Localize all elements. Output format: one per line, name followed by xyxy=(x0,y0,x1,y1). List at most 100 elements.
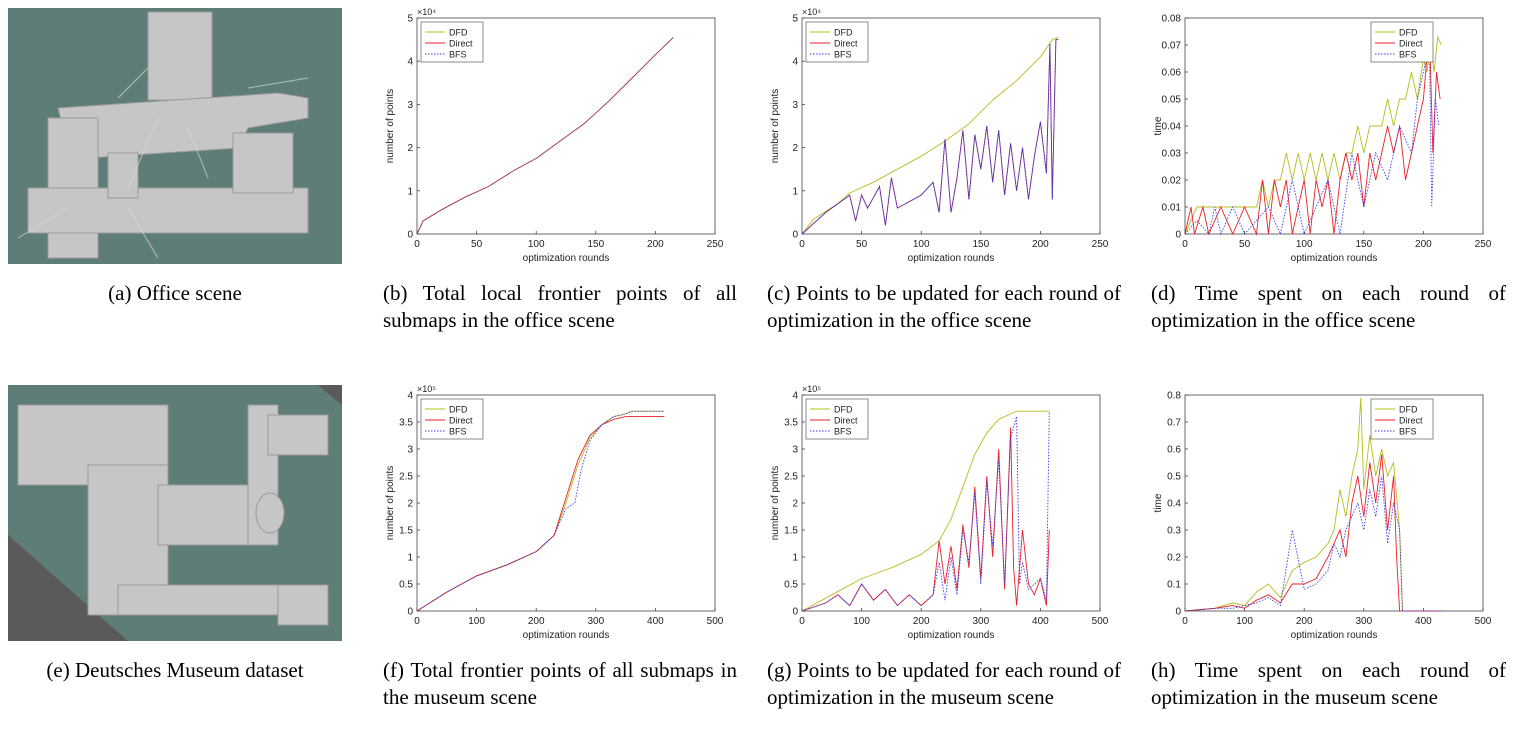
x-tick-label: 300 xyxy=(1355,616,1372,627)
y-tick-label: 3.5 xyxy=(784,418,798,429)
office-map-image xyxy=(8,8,342,264)
y-tick-label: 0.3 xyxy=(1167,526,1181,537)
legend-label-dfd: DFD xyxy=(449,405,468,415)
x-tick-label: 200 xyxy=(528,616,545,627)
caption-c: (c) Points to be updated for each round … xyxy=(767,281,1121,332)
series-line-direct xyxy=(416,37,674,235)
x-tick-label: 250 xyxy=(1475,239,1492,250)
x-axis-label: optimization rounds xyxy=(1291,630,1378,641)
y-tick-label: 0 xyxy=(407,607,413,618)
legend-label-direct: Direct xyxy=(834,39,858,49)
y-tick-label: 0 xyxy=(792,607,798,618)
caption-a: (a) Office scene xyxy=(108,281,242,305)
series-line-bfs xyxy=(1184,44,1440,236)
series-line-bfs xyxy=(801,411,1050,612)
x-tick-label: 100 xyxy=(468,616,485,627)
legend-label-bfs: BFS xyxy=(834,50,852,60)
y-tick-label: 2.5 xyxy=(399,472,413,483)
legend-label-dfd: DFD xyxy=(449,28,468,38)
y-tick-label: 1 xyxy=(792,186,798,197)
legend-label-direct: Direct xyxy=(1399,39,1423,49)
legend-box xyxy=(420,398,484,440)
legend-box xyxy=(805,398,869,440)
legend-box xyxy=(1370,398,1434,440)
x-tick-label: 150 xyxy=(1355,239,1372,250)
y-tick-label: 3 xyxy=(407,445,413,456)
legend-label-bfs: BFS xyxy=(834,427,852,437)
y-tick-label: 3.5 xyxy=(399,418,413,429)
x-tick-label: 100 xyxy=(853,616,870,627)
x-tick-label: 0 xyxy=(799,616,805,627)
x-tick-label: 50 xyxy=(1239,239,1251,250)
legend-label-direct: Direct xyxy=(449,416,473,426)
y-tick-label: 0.03 xyxy=(1162,149,1182,160)
legend-label-dfd: DFD xyxy=(834,28,853,38)
x-tick-label: 250 xyxy=(707,239,724,250)
office-map-drawing xyxy=(8,8,342,264)
x-tick-label: 0 xyxy=(799,239,805,250)
museum-map-image xyxy=(8,385,342,641)
series-line-direct xyxy=(1184,454,1442,612)
y-tick-label: 2 xyxy=(792,143,798,154)
caption-d: (d) Time spent on each round of optimiza… xyxy=(1151,281,1506,332)
y-tick-label: 0.8 xyxy=(1167,391,1181,402)
plot-frame xyxy=(1184,394,1484,612)
x-axis-label: optimization rounds xyxy=(1291,253,1378,264)
x-tick-label: 250 xyxy=(1092,239,1109,250)
y-tick-label: 0.7 xyxy=(1167,418,1181,429)
x-axis-label: optimization rounds xyxy=(908,630,995,641)
series-line-bfs xyxy=(801,39,1059,235)
y-tick-label: 0.1 xyxy=(1167,580,1181,591)
y-tick-label: 4 xyxy=(407,391,413,402)
y-tick-label: 1.5 xyxy=(399,526,413,537)
series-line-dfd xyxy=(1184,397,1442,612)
series-line-dfd xyxy=(1184,35,1442,235)
y-exponent-label: ×10⁴ xyxy=(417,7,436,17)
y-axis-label: number of points xyxy=(770,89,781,164)
x-tick-label: 400 xyxy=(647,616,664,627)
y-tick-label: 0.6 xyxy=(1167,445,1181,456)
y-tick-label: 4 xyxy=(792,391,798,402)
y-tick-label: 2 xyxy=(407,143,413,154)
caption-e: (e) Deutsches Museum dataset xyxy=(46,658,304,682)
legend-label-direct: Direct xyxy=(449,39,473,49)
x-tick-label: 100 xyxy=(913,239,930,250)
series-line-direct xyxy=(416,416,665,612)
y-tick-label: 1 xyxy=(792,553,798,564)
y-tick-label: 4 xyxy=(792,57,798,68)
y-tick-label: 1 xyxy=(407,186,413,197)
chart-total-local-frontier-office: 0 50 100 150 200 250 0 1 2 3 4 5 ×10⁴ optimization ro… xyxy=(385,7,724,264)
legend-label-bfs: BFS xyxy=(1399,50,1417,60)
y-tick-label: 0.06 xyxy=(1162,68,1182,79)
x-tick-label: 300 xyxy=(972,616,989,627)
x-tick-label: 200 xyxy=(1032,239,1049,250)
y-tick-label: 0 xyxy=(1175,230,1181,241)
x-tick-label: 500 xyxy=(707,616,724,627)
chart-points-updated-museum: 0 100 200 300 400 500 0 0.5 1 1.5 2 2.5 3 3.5 4 ×10⁵ opt… xyxy=(770,384,1109,641)
y-exponent-label: ×10⁵ xyxy=(417,384,436,394)
y-tick-label: 2.5 xyxy=(784,472,798,483)
x-tick-label: 200 xyxy=(647,239,664,250)
y-tick-label: 0.4 xyxy=(1167,499,1181,510)
x-tick-label: 200 xyxy=(913,616,930,627)
y-axis-label: time xyxy=(1153,116,1164,135)
y-tick-label: 0.01 xyxy=(1162,203,1182,214)
y-tick-label: 0.02 xyxy=(1162,176,1182,187)
legend-label-bfs: BFS xyxy=(449,50,467,60)
y-tick-label: 5 xyxy=(792,14,798,25)
y-tick-label: 2 xyxy=(407,499,413,510)
legend-label-bfs: BFS xyxy=(1399,427,1417,437)
x-axis-label: optimization rounds xyxy=(523,630,610,641)
x-tick-label: 500 xyxy=(1092,616,1109,627)
x-tick-label: 200 xyxy=(1415,239,1432,250)
chart-points-updated-office: 0 50 100 150 200 250 0 1 2 3 4 5 ×10⁴ optimization ro… xyxy=(770,7,1109,264)
legend-box xyxy=(805,21,869,63)
legend-label-bfs: BFS xyxy=(449,427,467,437)
y-tick-label: 0 xyxy=(792,230,798,241)
legend-label-dfd: DFD xyxy=(1399,28,1418,38)
y-tick-label: 3 xyxy=(792,100,798,111)
x-tick-label: 200 xyxy=(1296,616,1313,627)
